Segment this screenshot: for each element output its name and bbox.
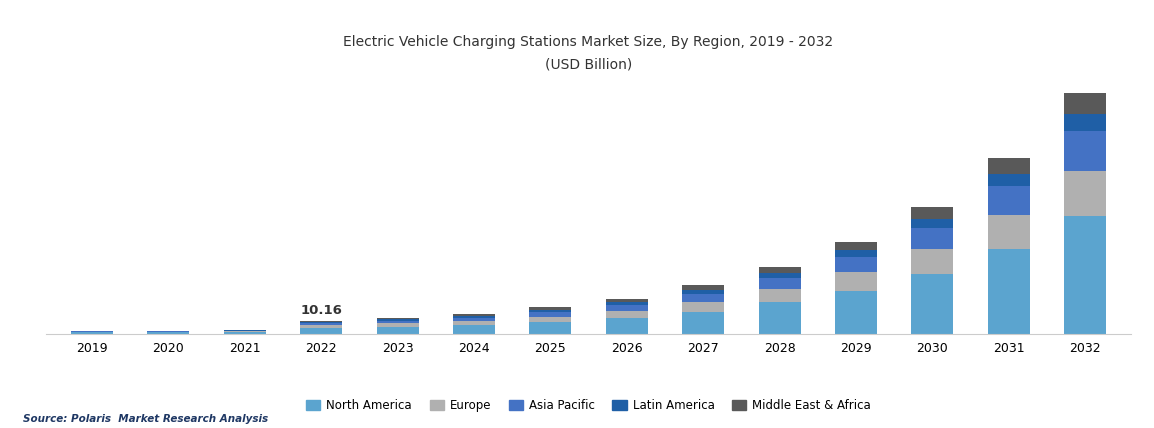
Bar <box>682 312 725 334</box>
Bar <box>376 321 419 324</box>
Title: Electric Vehicle Charging Stations Market Size, By Region, 2019 - 2032
(USD Bill: Electric Vehicle Charging Stations Marke… <box>344 35 833 72</box>
Legend: North America, Europe, Asia Pacific, Latin America, Middle East & Africa: North America, Europe, Asia Pacific, Lat… <box>301 394 876 417</box>
Bar <box>988 249 1029 334</box>
Text: 10.16: 10.16 <box>300 303 342 317</box>
Bar <box>300 322 343 324</box>
Bar <box>834 273 877 291</box>
Bar <box>758 303 801 334</box>
Bar <box>530 307 571 310</box>
Bar <box>300 321 343 322</box>
Bar <box>758 289 801 303</box>
Bar <box>224 331 265 332</box>
Bar <box>606 311 647 318</box>
Bar <box>530 322 571 334</box>
Text: Source: Polaris  Market Research Analysis: Source: Polaris Market Research Analysis <box>23 414 268 424</box>
Bar <box>376 324 419 327</box>
Bar <box>682 294 725 302</box>
Bar <box>988 186 1029 215</box>
Bar <box>1064 114 1106 131</box>
Bar <box>606 299 647 303</box>
Bar <box>912 274 953 334</box>
Bar <box>452 316 495 318</box>
Bar <box>148 333 189 334</box>
Bar <box>1064 93 1106 114</box>
Bar <box>682 302 725 312</box>
Bar <box>452 314 495 316</box>
Bar <box>606 318 647 334</box>
Bar <box>834 250 877 257</box>
Bar <box>300 324 343 325</box>
Bar <box>758 273 801 278</box>
Bar <box>530 317 571 322</box>
Bar <box>834 291 877 334</box>
Bar <box>606 303 647 305</box>
Bar <box>682 285 725 290</box>
Bar <box>1064 216 1106 334</box>
Bar <box>912 207 953 219</box>
Bar <box>72 332 113 334</box>
Bar <box>224 330 265 331</box>
Bar <box>530 310 571 312</box>
Bar <box>912 249 953 274</box>
Bar <box>300 328 343 334</box>
Bar <box>988 158 1029 174</box>
Bar <box>758 267 801 273</box>
Bar <box>758 278 801 289</box>
Bar <box>452 325 495 334</box>
Bar <box>988 174 1029 186</box>
Bar <box>452 318 495 321</box>
Bar <box>376 318 419 319</box>
Bar <box>606 305 647 311</box>
Bar <box>1064 131 1106 170</box>
Bar <box>376 327 419 334</box>
Bar <box>988 215 1029 249</box>
Bar <box>912 219 953 228</box>
Bar <box>834 242 877 250</box>
Bar <box>300 325 343 328</box>
Bar <box>224 332 265 334</box>
Bar <box>148 332 189 333</box>
Bar <box>530 312 571 317</box>
Bar <box>682 290 725 294</box>
Bar <box>1064 170 1106 216</box>
Bar <box>834 257 877 273</box>
Bar <box>376 319 419 321</box>
Bar <box>912 228 953 249</box>
Bar <box>452 321 495 325</box>
